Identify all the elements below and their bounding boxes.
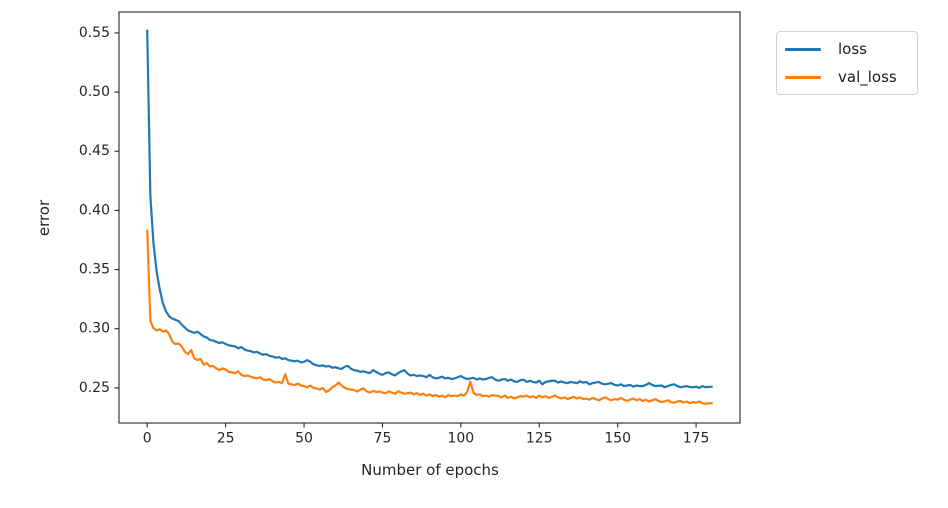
legend-label: val_loss [838,67,897,86]
y-tick-label: 0.40 [79,202,110,218]
x-tick-label: 175 [683,431,710,447]
legend: loss val_loss [776,31,918,95]
axes-frame [118,11,741,424]
x-tick-label: 150 [604,431,631,447]
y-tick-label: 0.30 [79,321,110,337]
legend-line-sample [785,75,821,79]
y-axis-label: error [35,199,53,237]
y-tick-label: 0.50 [79,84,110,100]
legend-item-val_loss: val_loss [783,67,911,86]
x-tick-label: 75 [374,431,392,447]
x-axis-label: Number of epochs [361,461,499,479]
x-tick-label: 25 [217,431,235,447]
x-tick-label: 100 [447,431,474,447]
x-tick-label: 50 [295,431,313,447]
y-tick-label: 0.35 [79,262,110,278]
x-tick-label: 125 [526,431,553,447]
legend-item-loss: loss [783,39,911,58]
legend-line-sample [785,47,821,51]
legend-label: loss [838,39,867,58]
series-val_loss-line [146,229,713,405]
series-loss-line [146,29,713,389]
y-tick-label: 0.55 [79,25,110,41]
y-tick-label: 0.45 [79,143,110,159]
x-tick-label: 0 [143,431,152,447]
y-tick-label: 0.25 [79,380,110,396]
